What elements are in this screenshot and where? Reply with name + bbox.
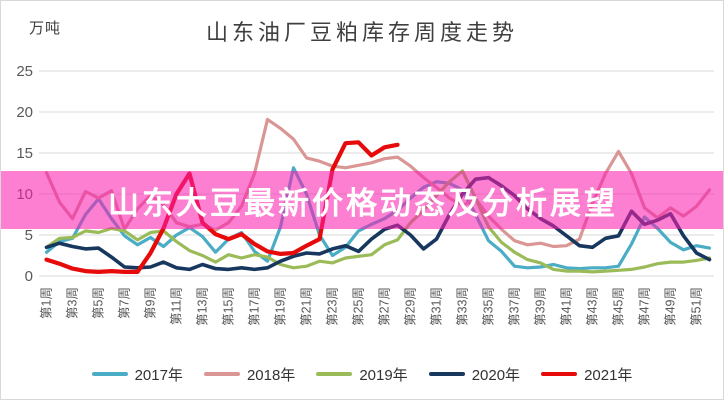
- x-tick-label: 第31周: [430, 287, 444, 326]
- x-tick-label: 第35周: [482, 287, 496, 326]
- series-line-2019年: [44, 169, 712, 274]
- x-tick-label: 第13周: [196, 287, 210, 326]
- legend-item-2018年: 2018年: [203, 364, 296, 385]
- legend-label-2018年: 2018年: [246, 366, 296, 384]
- x-tick-label: 第37周: [508, 287, 522, 326]
- x-tick-label: 第1周: [40, 287, 54, 319]
- y-tick-label: 0: [25, 268, 33, 285]
- y-tick-label: 20: [16, 104, 33, 121]
- legend-item-2020年: 2020年: [428, 364, 521, 385]
- x-tick-label: 第47周: [638, 287, 652, 326]
- y-tick-label: 5: [25, 227, 33, 244]
- legend-swatch-2021年: [541, 372, 578, 376]
- x-tick-label: 第9周: [144, 287, 158, 319]
- y-axis-unit-label: 万吨: [29, 20, 62, 37]
- x-tick-label: 第15周: [222, 287, 236, 326]
- x-tick-label: 第41周: [560, 287, 574, 326]
- series-line-2021年: [44, 140, 400, 274]
- x-tick-label: 第29周: [404, 287, 418, 326]
- x-tick-label: 第39周: [534, 287, 548, 326]
- x-tick-label: 第43周: [586, 287, 600, 326]
- x-tick-label: 第3周: [66, 287, 80, 319]
- legend-swatch-2019年: [316, 372, 353, 376]
- x-tick-label: 第11周: [170, 287, 184, 325]
- legend-label-2020年: 2020年: [471, 366, 521, 384]
- headline-banner-text: 山东大豆最新价格动态及分析展望: [108, 185, 618, 221]
- x-tick-label: 第25周: [352, 287, 366, 326]
- x-tick-label: 第21周: [300, 287, 314, 326]
- chart-legend: 2017年 2018年 2019年 2020年 2021年: [1, 363, 723, 385]
- legend-label-2019年: 2019年: [359, 366, 408, 384]
- x-tick-label: 第33周: [456, 287, 470, 326]
- x-tick-label: 第7周: [118, 287, 132, 319]
- legend-item-2017年: 2017年: [91, 364, 183, 385]
- headline-banner: 山东大豆最新价格动态及分析展望: [1, 171, 723, 229]
- legend-swatch-2020年: [428, 372, 465, 376]
- legend-item-2021年: 2021年: [541, 364, 632, 385]
- x-tick-label: 第49周: [664, 287, 678, 326]
- legend-swatch-2018年: [203, 372, 240, 376]
- legend-item-2019年: 2019年: [316, 364, 408, 385]
- x-tick-label: 第23周: [326, 287, 340, 326]
- y-tick-label: 15: [16, 145, 33, 162]
- legend-label-2021年: 2021年: [584, 366, 633, 384]
- series-line-2020年: [44, 175, 712, 272]
- x-tick-label: 第27周: [378, 287, 392, 326]
- x-tick-label: 第19周: [274, 287, 288, 326]
- legend-label-2017年: 2017年: [134, 366, 183, 384]
- x-tick-label: 第5周: [92, 287, 106, 319]
- x-tick-label: 第51周: [690, 287, 704, 326]
- y-tick-label: 25: [16, 63, 33, 80]
- chart-title: 山东油厂豆粕库存周度走势: [205, 20, 518, 45]
- x-tick-label: 第17周: [248, 287, 262, 326]
- x-tick-label: 第45周: [612, 287, 626, 326]
- legend-swatch-2017年: [91, 372, 128, 376]
